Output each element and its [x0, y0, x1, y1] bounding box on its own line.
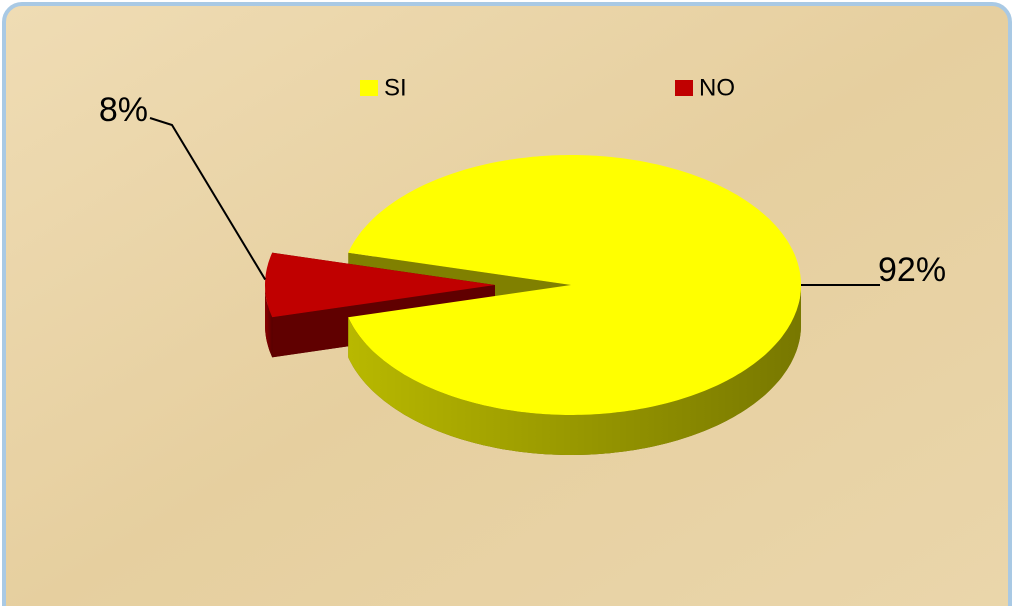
- legend-label: NO: [699, 74, 735, 101]
- legend-swatch: [360, 80, 378, 96]
- chart: SI NO 92% 8%: [0, 0, 1014, 606]
- value-label: 8%: [99, 91, 148, 129]
- legend-swatch: [675, 80, 693, 96]
- value-label: 92%: [878, 251, 946, 289]
- page: SINO92%8% (() => { const data = JSON.par…: [0, 0, 1014, 606]
- legend-label: SI: [384, 74, 407, 101]
